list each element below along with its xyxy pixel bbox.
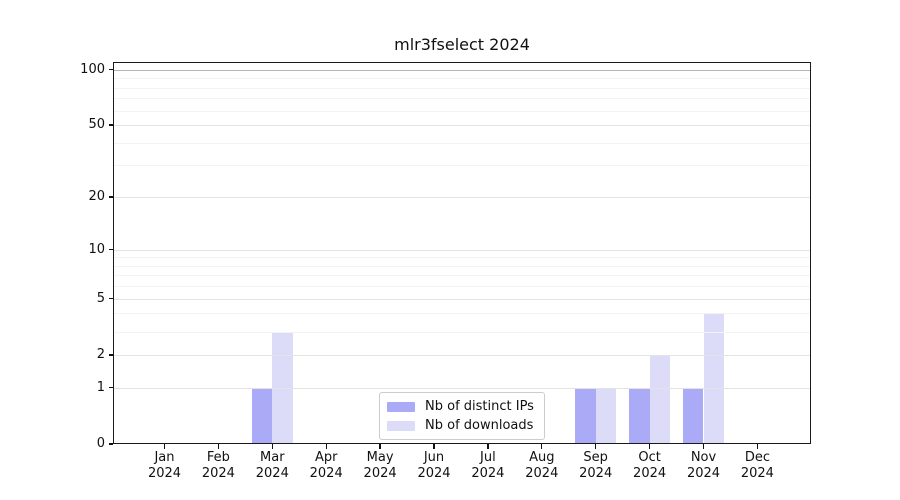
gridline-major-y-100 [113, 69, 811, 71]
x-tick-label-jan: Jan 2024 [147, 450, 182, 481]
y-tick-label-20: 20 [88, 189, 105, 205]
legend-label-downloads: Nb of downloads [425, 418, 534, 433]
x-tick-label-nov: Nov 2024 [686, 450, 721, 481]
x-tick-mark-sep [595, 444, 597, 449]
legend-swatch-distinct-ips [387, 401, 415, 412]
gridline-minor-y-4 [113, 313, 811, 315]
chart-title: mlr3fselect 2024 [394, 35, 530, 54]
legend-label-distinct-ips: Nb of distinct IPs [425, 399, 534, 414]
gridline-major-y-20 [113, 197, 811, 199]
y-tick-label-5: 5 [96, 290, 105, 306]
x-tick-label-feb: Feb 2024 [201, 450, 235, 481]
y-tick-mark-20 [108, 196, 113, 198]
bar-nb-of-downloads-oct [649, 354, 671, 444]
y-tick-mark-10 [108, 248, 113, 251]
y-tick-label-1: 1 [96, 379, 105, 395]
x-tick-label-dec: Dec 2024 [740, 450, 774, 481]
x-tick-mark-may [379, 444, 381, 449]
gridline-minor-y-3 [113, 331, 811, 333]
legend: Nb of distinct IPs Nb of downloads [379, 392, 545, 440]
legend-swatch-downloads [387, 420, 415, 431]
bar-nb-of-distinct-ips-oct [628, 387, 650, 444]
bar-nb-of-distinct-ips-nov [682, 387, 704, 444]
y-tick-mark-100 [108, 69, 113, 71]
x-tick-label-apr: Apr 2024 [309, 450, 343, 481]
gridline-minor-y-30 [113, 165, 811, 167]
y-tick-label-2: 2 [96, 346, 105, 362]
y-tick-label-100: 100 [80, 61, 105, 77]
x-tick-mark-dec [756, 444, 759, 449]
right-spine [809, 62, 811, 444]
x-tick-mark-jul [487, 444, 489, 449]
gridline-major-y-1 [113, 387, 811, 389]
y-tick-mark-2 [108, 354, 113, 356]
x-tick-label-may: May 2024 [363, 450, 397, 481]
x-tick-label-jun: Jun 2024 [417, 450, 451, 481]
top-spine [113, 62, 811, 64]
y-tick-mark-5 [108, 297, 113, 300]
bar-nb-of-downloads-nov [703, 313, 725, 444]
gridline-minor-y-60 [113, 110, 811, 112]
bar-nb-of-distinct-ips-mar [251, 387, 273, 444]
x-tick-mark-apr [325, 444, 327, 449]
y-tick-label-0: 0 [96, 436, 105, 451]
y-tick-mark-1 [108, 387, 113, 389]
x-tick-mark-aug [541, 444, 543, 449]
legend-item-distinct-ips: Nb of distinct IPs [387, 397, 537, 416]
gridline-minor-y-7 [113, 275, 811, 277]
x-tick-mark-jun [433, 444, 435, 449]
gridline-major-y-50 [113, 125, 811, 127]
x-tick-mark-nov [702, 444, 705, 449]
gridline-minor-y-8 [113, 265, 811, 267]
gridline-minor-y-70 [113, 98, 811, 100]
y-tick-mark-50 [108, 124, 113, 126]
bar-nb-of-downloads-mar [272, 331, 294, 444]
bottom-spine [113, 442, 811, 444]
y-tick-label-50: 50 [88, 117, 105, 133]
gridline-major-y-10 [113, 249, 811, 251]
x-tick-label-aug: Aug 2024 [525, 450, 559, 481]
x-tick-mark-mar [271, 444, 273, 449]
plot-area [113, 62, 811, 444]
gridline-minor-y-6 [113, 286, 811, 288]
gridline-minor-y-9 [113, 257, 811, 259]
legend-item-downloads: Nb of downloads [387, 416, 537, 435]
x-tick-label-mar: Mar 2024 [255, 450, 289, 481]
bar-nb-of-downloads-sep [595, 387, 617, 444]
y-tick-label-10: 10 [88, 241, 105, 257]
x-tick-mark-oct [648, 444, 651, 449]
gridline-minor-y-40 [113, 142, 811, 144]
bar-nb-of-distinct-ips-sep [574, 387, 596, 444]
gridline-minor-y-90 [113, 78, 811, 80]
x-tick-mark-jan [163, 444, 166, 449]
x-tick-mark-feb [217, 444, 220, 449]
gridline-minor-y-80 [113, 87, 811, 89]
y-tick-mark-0 [108, 443, 113, 445]
left-spine [113, 62, 115, 444]
x-tick-label-sep: Sep 2024 [579, 450, 613, 481]
x-tick-label-oct: Oct 2024 [633, 450, 667, 481]
x-tick-label-jul: Jul 2024 [471, 450, 505, 481]
gridline-major-y-5 [113, 298, 811, 300]
gridline-major-y-2 [113, 354, 811, 356]
